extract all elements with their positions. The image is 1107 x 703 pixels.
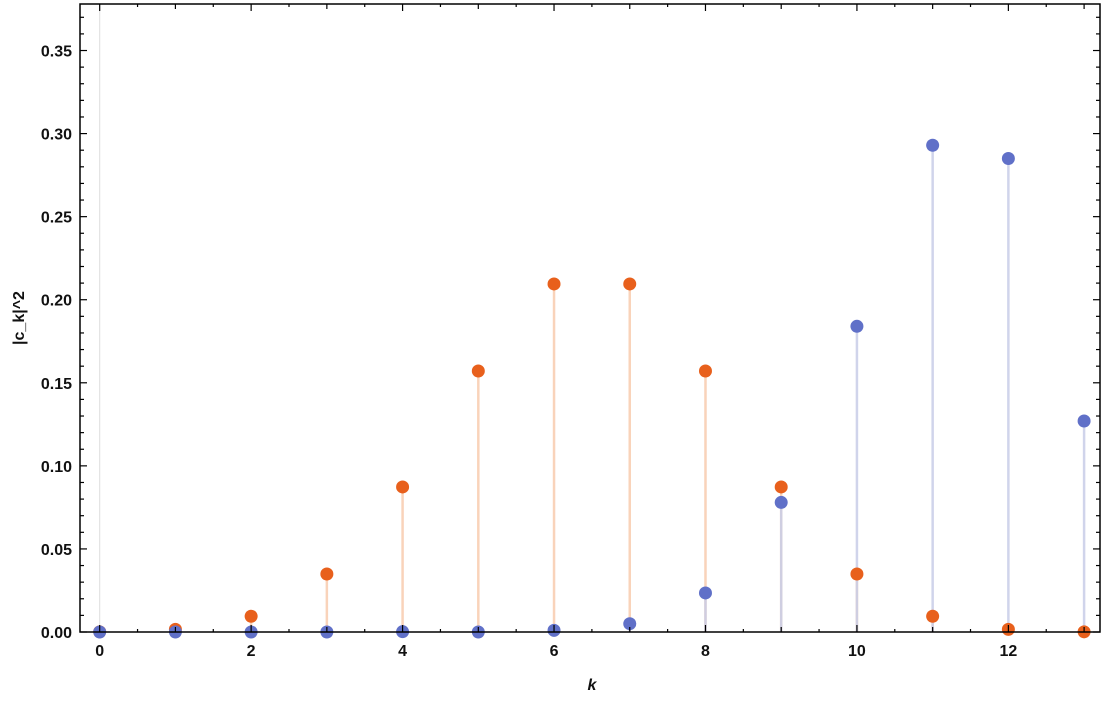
y-tick-label: 0.15 xyxy=(41,376,72,393)
point-s0-k6 xyxy=(547,277,561,291)
point-s1-k8 xyxy=(698,586,712,600)
y-axis-label: |c_k|^2 xyxy=(11,291,28,345)
point-s1-k7 xyxy=(623,617,637,631)
points xyxy=(93,138,1091,639)
point-s0-k10 xyxy=(850,567,864,581)
ticks: 0 2 4 6 8 10 12 0.00 0.05 0.10 0.15 0.20 0.25 0.30 0.3… xyxy=(41,4,1100,660)
point-s1-k10 xyxy=(850,319,864,333)
point-s1-k12 xyxy=(1001,152,1015,166)
point-s0-k2 xyxy=(244,609,258,623)
point-s0-k8 xyxy=(698,364,712,378)
point-s0-k3 xyxy=(320,567,334,581)
plot-frame xyxy=(79,3,1101,633)
y-tick-label: 0.25 xyxy=(41,210,72,227)
stems xyxy=(98,4,1086,632)
point-s1-k11 xyxy=(926,138,940,152)
y-tick-label: 0.20 xyxy=(41,293,72,310)
point-s0-k5 xyxy=(471,364,485,378)
y-tick-label: 0.30 xyxy=(41,127,72,144)
y-tick-label: 0.35 xyxy=(41,44,72,61)
y-tick-label: 0.05 xyxy=(41,542,72,559)
x-tick-label: 8 xyxy=(701,643,710,660)
point-s0-k7 xyxy=(623,277,637,291)
x-axis-label: k xyxy=(588,677,598,694)
point-s0-k9 xyxy=(774,480,788,494)
y-tick-label: 0.00 xyxy=(41,625,72,642)
y-tick-label: 0.10 xyxy=(41,459,72,476)
point-s0-k4 xyxy=(396,480,410,494)
x-tick-label: 10 xyxy=(848,643,866,660)
point-s1-k13 xyxy=(1077,414,1091,428)
x-tick-label: 0 xyxy=(95,643,104,660)
x-tick-label: 12 xyxy=(999,643,1017,660)
x-tick-label: 2 xyxy=(247,643,256,660)
point-s0-k11 xyxy=(926,609,940,623)
x-tick-label: 6 xyxy=(550,643,559,660)
x-tick-label: 4 xyxy=(398,643,407,660)
point-s1-k9 xyxy=(774,495,788,509)
